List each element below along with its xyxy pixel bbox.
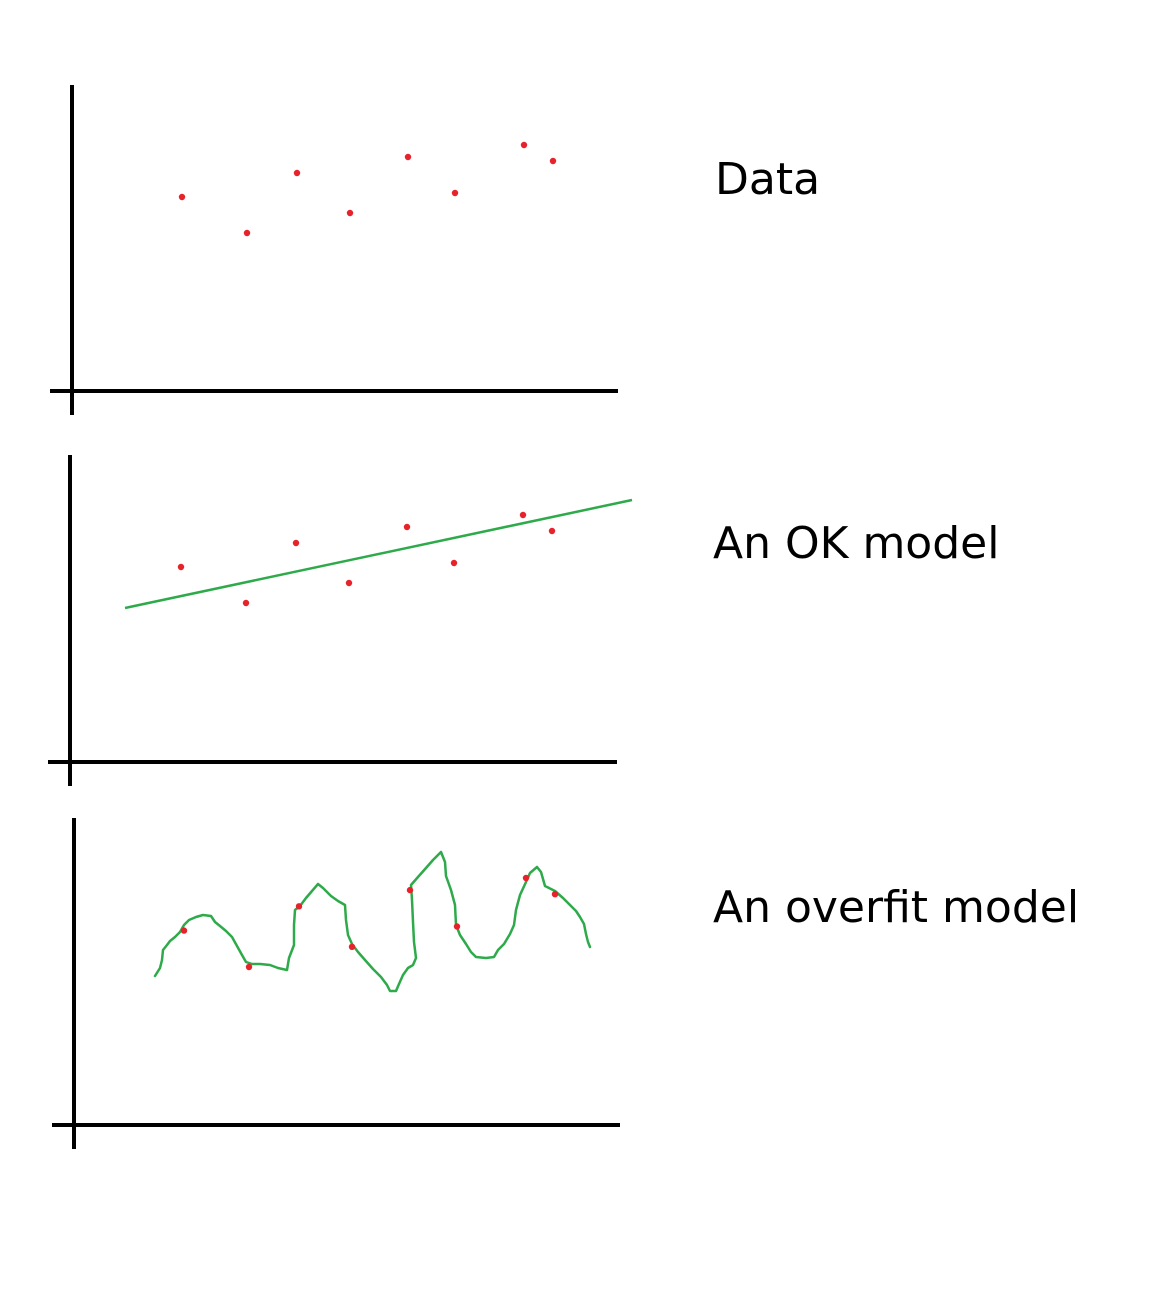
data-point	[178, 193, 186, 201]
panel-overfit-model	[52, 818, 620, 1149]
data-point	[180, 927, 188, 934]
data-point	[295, 903, 303, 910]
data-point	[346, 209, 354, 217]
data-points	[177, 511, 556, 607]
panel-label-overfit-model: An overfit model	[713, 882, 1080, 933]
data-point	[243, 229, 251, 237]
data-point	[345, 579, 353, 587]
panel-label-ok-model: An OK model	[713, 518, 1000, 569]
data-point	[519, 511, 527, 519]
data-points	[180, 874, 559, 971]
data-point	[520, 141, 528, 149]
data-point	[453, 923, 461, 930]
data-point	[292, 539, 300, 547]
data-point	[551, 891, 559, 898]
data-point	[242, 599, 250, 607]
data-point	[293, 169, 301, 177]
data-point	[177, 563, 185, 571]
data-point	[548, 527, 556, 535]
data-point	[403, 523, 411, 531]
data-point	[404, 153, 412, 161]
panel-data	[50, 85, 618, 415]
model-fit-curve	[153, 850, 592, 993]
model-fit-line	[124, 498, 633, 610]
data-point	[450, 559, 458, 567]
panel-label-data: Data	[715, 154, 821, 205]
data-point	[245, 963, 253, 971]
panel-ok-model	[48, 455, 633, 786]
data-points	[178, 141, 557, 237]
data-point	[406, 886, 414, 894]
data-point	[522, 874, 530, 882]
data-point	[549, 157, 557, 165]
data-point	[451, 189, 459, 197]
data-point	[348, 943, 356, 950]
